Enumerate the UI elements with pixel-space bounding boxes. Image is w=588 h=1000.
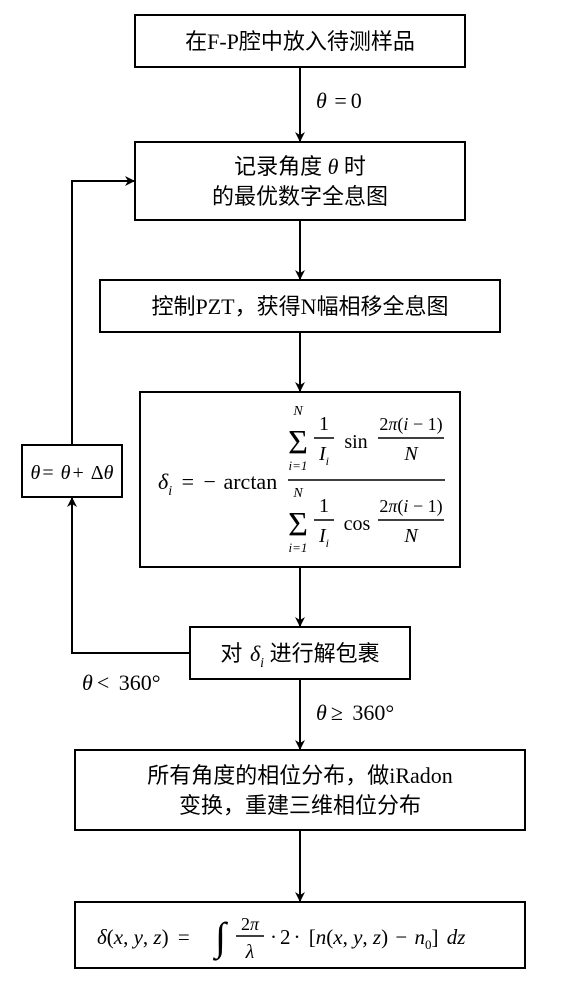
n2-line1: 记录角度 θ 时 bbox=[234, 154, 366, 179]
svg-text:Σ: Σ bbox=[288, 506, 308, 543]
svg-text:N: N bbox=[292, 486, 303, 501]
svg-text:Σ: Σ bbox=[288, 424, 308, 461]
svg-text:2π: 2π bbox=[241, 914, 260, 934]
svg-text:1: 1 bbox=[319, 495, 329, 517]
svg-text:cos: cos bbox=[344, 513, 371, 535]
node-n4: δi = − arctan Σ N i=1 1 Ii sin 2π(i − 1)… bbox=[140, 392, 460, 567]
label-theta-lt-360: θ< 360° bbox=[82, 670, 161, 695]
label-theta-0: θ =0 bbox=[316, 88, 362, 113]
svg-text:2π(i − 1): 2π(i − 1) bbox=[379, 414, 442, 435]
svg-text:N: N bbox=[292, 404, 303, 419]
node-n5: θ= θ+ Δθ bbox=[22, 445, 122, 497]
node-n6: 对 δi 进行解包裹 bbox=[190, 627, 410, 679]
svg-text:λ: λ bbox=[245, 941, 255, 963]
n2-line2: 的最优数字全息图 bbox=[212, 184, 388, 209]
svg-text:2π(i − 1): 2π(i − 1) bbox=[379, 496, 442, 517]
n7-line1: 所有角度的相位分布，做iRadon bbox=[147, 763, 453, 788]
edge-n6-n7: θ≥ 360° bbox=[300, 679, 394, 750]
svg-text:·2· [n(x, y, z) −: ·2· [n(x, y, z) − n0] dz bbox=[270, 925, 465, 952]
svg-text:N: N bbox=[403, 443, 419, 465]
flowchart-diagram: 在F-P腔中放入待测样品 θ =0 记录角度 θ 时 的最优数字全息图 控制PZ… bbox=[0, 0, 588, 1000]
node-n8: δ(x, y, z) = ∫ 2π λ ·2· [n(x, y, z) − n0… bbox=[75, 902, 525, 968]
svg-text:θ =0: θ =0 bbox=[316, 88, 362, 113]
edge-n1-n2: θ =0 bbox=[300, 67, 362, 142]
node-n2: 记录角度 θ 时 的最优数字全息图 bbox=[135, 142, 465, 220]
n7-line2: 变换，重建三维相位分布 bbox=[179, 793, 421, 818]
svg-text:1: 1 bbox=[319, 413, 329, 435]
svg-text:sin: sin bbox=[344, 431, 367, 453]
svg-text:N: N bbox=[403, 525, 419, 547]
n3-text: 控制PZT，获得N幅相移全息图 bbox=[151, 294, 448, 319]
node-n7: 所有角度的相位分布，做iRadon 变换，重建三维相位分布 bbox=[75, 750, 525, 830]
label-theta-ge-360: θ≥ 360° bbox=[316, 700, 394, 725]
svg-text:θ= θ+ Δθ: θ= θ+ Δθ bbox=[31, 462, 114, 484]
n1-text: 在F-P腔中放入待测样品 bbox=[185, 29, 415, 54]
svg-text:i=1: i=1 bbox=[289, 458, 308, 473]
node-n1: 在F-P腔中放入待测样品 bbox=[135, 15, 465, 67]
svg-text:i=1: i=1 bbox=[289, 540, 308, 555]
node-n3: 控制PZT，获得N幅相移全息图 bbox=[100, 280, 500, 332]
